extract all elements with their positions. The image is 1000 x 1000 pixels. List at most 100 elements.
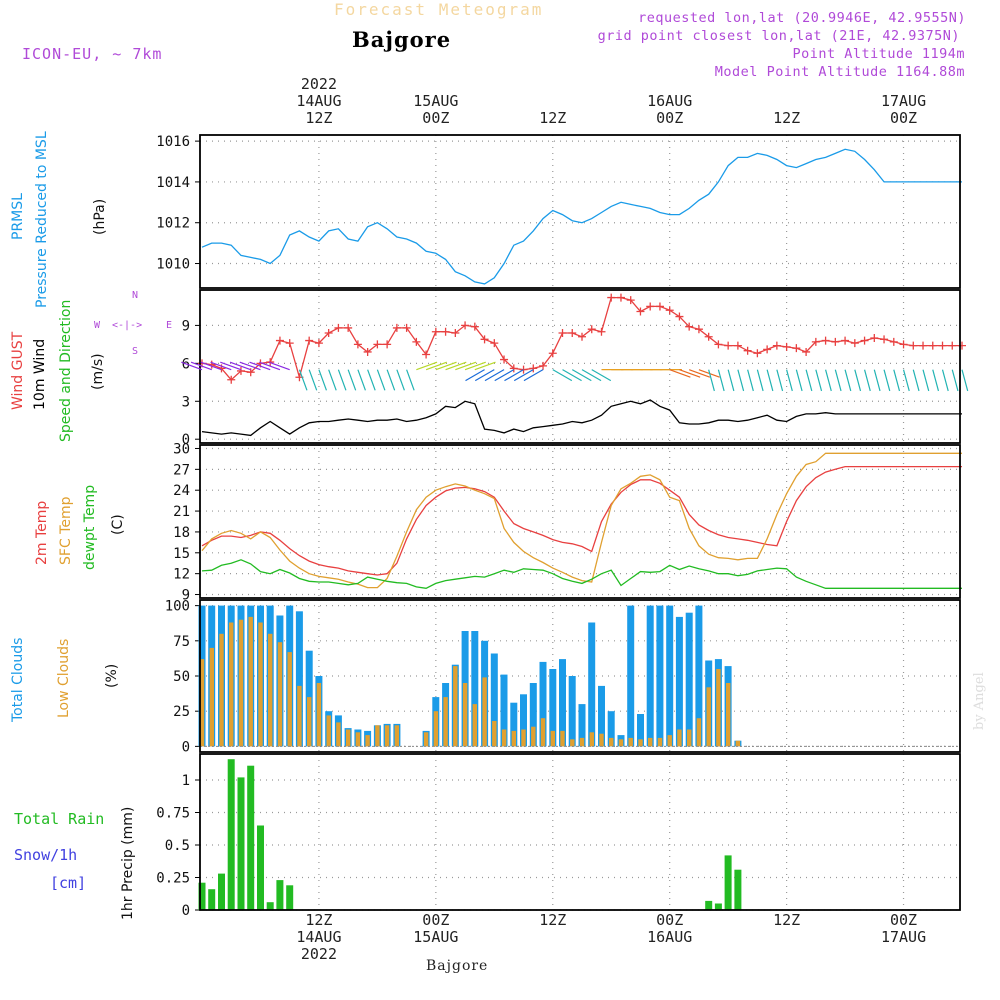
wind-vector xyxy=(210,361,232,371)
wind-vector xyxy=(484,369,505,382)
snow-label: Snow/1h xyxy=(14,846,78,864)
gust-marker xyxy=(763,345,772,354)
series-line-prmsl xyxy=(201,148,962,285)
pressure-frame xyxy=(199,134,961,289)
gust-marker xyxy=(275,336,284,345)
bar-low-clouds xyxy=(667,735,672,747)
bar-low-clouds xyxy=(433,711,439,747)
bar-low-clouds xyxy=(472,704,477,747)
wind-vector xyxy=(396,369,405,391)
gust-marker xyxy=(831,337,840,346)
wind-vector xyxy=(465,369,485,382)
gust-marker xyxy=(841,336,850,345)
bar-low-clouds xyxy=(726,683,731,747)
ytick-label: 30 xyxy=(173,441,190,457)
date-line xyxy=(747,946,827,963)
bar-low-clouds xyxy=(394,725,400,747)
gust-marker xyxy=(402,323,411,332)
date-line: 00Z xyxy=(656,911,684,929)
wind-vector xyxy=(863,369,871,392)
gust-marker xyxy=(753,349,762,358)
gust-marker xyxy=(383,340,392,349)
gust-marker xyxy=(685,322,694,331)
gust-marker xyxy=(675,312,684,321)
gust-marker xyxy=(811,337,820,346)
bar-total-clouds xyxy=(500,674,508,747)
bar-total-rain xyxy=(276,880,284,910)
ytick-label: 100 xyxy=(165,599,190,615)
gust-marker xyxy=(441,327,450,336)
bar-low-clouds xyxy=(453,666,458,747)
model-altitude: Model Point Altitude 1164.88m xyxy=(714,64,965,80)
wind-vector xyxy=(854,369,862,392)
date-tick-label: 16AUG 00Z xyxy=(630,76,710,127)
gust-marker xyxy=(802,347,811,356)
wind-vector xyxy=(571,369,592,382)
date-line: 00Z xyxy=(422,911,450,929)
wind-vector xyxy=(717,369,725,392)
bar-low-clouds xyxy=(735,740,741,747)
wind-vector xyxy=(737,369,745,392)
bar-total-clouds xyxy=(695,605,703,747)
ytick-label: 0.25 xyxy=(156,871,190,887)
bar-low-clouds xyxy=(706,687,711,747)
ytick-label: 0.5 xyxy=(165,838,190,854)
gust-marker xyxy=(422,350,431,359)
bar-low-clouds xyxy=(355,732,361,747)
wind-vector xyxy=(873,369,881,392)
wind-vector xyxy=(893,369,901,392)
wind-vector xyxy=(825,369,832,392)
gust-marker xyxy=(285,339,294,348)
ytick-label: 0.75 xyxy=(156,806,190,822)
compass-west: W xyxy=(94,320,101,331)
clouds-frame xyxy=(199,599,961,753)
bar-low-clouds xyxy=(589,732,594,747)
bar-low-clouds xyxy=(716,669,721,747)
wind-vector xyxy=(220,361,242,371)
compass-arrow: <-|-> xyxy=(112,320,143,331)
bar-total-rain xyxy=(227,759,235,910)
wind-vector xyxy=(347,369,357,391)
wind-vector xyxy=(386,369,396,391)
bar-low-clouds xyxy=(492,721,497,747)
snow-unit-label: [cm] xyxy=(50,874,87,892)
wind-vector xyxy=(474,361,496,371)
bar-low-clouds xyxy=(609,737,614,747)
date-line: 00Z xyxy=(889,109,918,127)
wind-vector xyxy=(795,369,803,392)
wind-panel: 0369 xyxy=(182,289,966,448)
gust-marker xyxy=(587,325,596,334)
model-label: ICON-EU, ~ 7km xyxy=(22,45,163,63)
bar-low-clouds xyxy=(229,622,234,747)
wind-vector xyxy=(912,369,920,392)
bar-total-rain xyxy=(247,765,255,910)
wind-vector xyxy=(679,369,701,378)
gust-marker xyxy=(509,364,518,373)
date-line: 15AUG xyxy=(413,928,459,946)
date-line: 15AUG xyxy=(413,92,459,110)
wind-vector xyxy=(941,369,949,392)
bar-total-rain xyxy=(724,855,732,910)
date-line: 12Z xyxy=(539,109,567,127)
bar-total-rain xyxy=(237,777,245,910)
gust-marker xyxy=(353,340,362,349)
date-line: 2022 xyxy=(300,945,337,963)
date-tick-label: 00Z 16AUG xyxy=(630,912,710,963)
date-line: 2022 xyxy=(300,75,337,93)
ytick-label: 0 xyxy=(182,739,190,755)
bar-low-clouds xyxy=(199,659,205,747)
bar-low-clouds xyxy=(384,725,390,747)
bar-low-clouds xyxy=(599,733,604,747)
footer-location: Bajgore xyxy=(426,958,489,974)
bar-total-clouds xyxy=(295,611,303,747)
gust-marker xyxy=(626,296,635,305)
bar-low-clouds xyxy=(482,677,487,747)
wind-vector xyxy=(951,369,959,392)
bar-low-clouds xyxy=(443,697,448,747)
wind-vector xyxy=(406,369,415,391)
wind-vector xyxy=(834,369,842,392)
ytick-label: 1 xyxy=(182,773,190,789)
date-tick-label: 15AUG 00Z xyxy=(396,76,476,127)
date-tick-label: 12Z xyxy=(747,912,827,963)
